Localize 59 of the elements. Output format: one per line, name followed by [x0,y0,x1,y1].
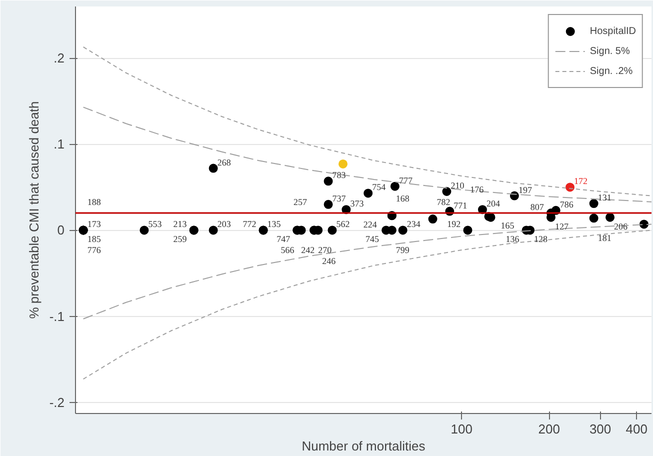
annotation: 771 [454,200,468,210]
annotation: 203 [217,219,232,230]
annotation: 777 [398,175,413,186]
y-tick-label: .1 [54,136,64,152]
y-tick-label: -.1 [49,308,64,324]
annotation: 257 [294,197,308,208]
legend-label: HospitalID [590,24,636,38]
annotation: 553 [148,219,162,230]
annotation: 210 [450,180,465,190]
annotation: 259 [173,234,188,244]
annotation: 782 [436,197,450,208]
annotation: 136 [506,234,520,244]
x-tick-label: 100 [450,422,472,436]
annotation: 165 [500,220,515,230]
annotation: 234 [406,219,421,230]
annotation: 786 [560,199,574,210]
x-axis-title: Number of mortalities [302,438,426,454]
annotation: 192 [447,219,461,230]
annotation: 224 [363,220,378,230]
annotation: 188 [87,197,102,208]
annotation: 197 [518,184,532,195]
annotation: 562 [336,219,350,230]
annotation: 173 [87,219,102,230]
annotation: 807 [530,202,544,212]
annotation: 176 [470,184,484,194]
annotation: 127 [554,221,569,232]
annotation: 776 [87,245,102,256]
annotation: 783 [332,170,346,180]
annotation: 799 [396,245,410,256]
annotation: 270 [318,245,332,256]
annotation: 206 [614,221,628,232]
annotation: 566 [280,245,295,256]
annotation: 181 [598,233,612,244]
annotation: 131 [598,192,612,203]
annotation: 128 [534,234,548,244]
annotation: 754 [372,182,386,192]
annotation: 373 [350,198,364,209]
annotation: 213 [173,219,188,230]
x-tick-label: 200 [538,422,560,436]
annotation: 745 [365,234,380,244]
annotation: 204 [486,198,500,209]
y-axis-title: % preventable CMI that caused death [26,101,42,319]
legend-label: Sign. .2% [590,64,633,78]
annotation: 185 [87,234,102,244]
x-tick-label: 300 [589,422,612,436]
annotation: 246 [322,256,336,266]
annotation: 772 [242,219,256,230]
annotation: 168 [396,194,410,204]
y-tick-label: .2 [54,50,64,66]
y-tick-label: 0 [57,222,65,238]
annotation: 268 [217,157,232,168]
x-tick-label: 400 [626,422,648,436]
annotation: 172 [574,176,588,186]
annotation: 737 [332,193,346,204]
annotation: 135 [267,219,282,230]
y-tick-label: -.2 [49,394,64,410]
legend-label: Sign. 5% [590,44,630,58]
annotation: 242 [301,245,315,256]
annotation: 747 [276,234,291,244]
